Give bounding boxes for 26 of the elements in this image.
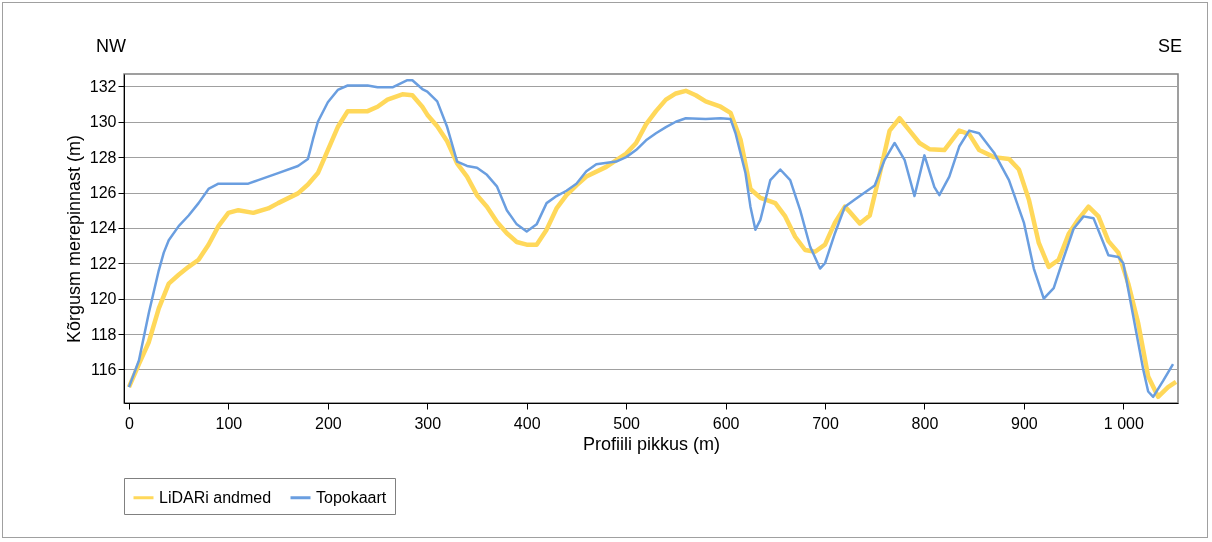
y-tick-label: 116 xyxy=(90,360,117,378)
y-tick-label: 126 xyxy=(89,184,117,202)
x-tick-label: 0 xyxy=(125,414,135,432)
y-tick-label: 124 xyxy=(89,219,117,237)
y-tick-label: 132 xyxy=(89,77,117,95)
x-tick-label: 600 xyxy=(712,414,740,432)
x-tick-label: 200 xyxy=(314,414,342,432)
x-axis-title: Profiili pikkus (m) xyxy=(582,433,721,454)
text: SE xyxy=(1157,36,1182,56)
x-tick-label: 700 xyxy=(812,414,839,432)
x-tick-label: 1 000 xyxy=(1103,414,1144,432)
x-tick-label: 100 xyxy=(215,414,243,432)
y-tick-label: 122 xyxy=(89,254,117,272)
x-tick-label: 400 xyxy=(513,414,541,432)
x-tick-label: 300 xyxy=(414,414,442,432)
legend-label: LiDARi andmed xyxy=(159,488,272,506)
x-tick-label: 900 xyxy=(1011,414,1038,432)
text: NW xyxy=(96,36,126,56)
y-axis-title: Kõrgusm merepinnast (m) xyxy=(63,134,84,344)
x-tick-label: 500 xyxy=(613,414,641,432)
y-tick-label: 128 xyxy=(89,148,117,166)
y-tick-label: 120 xyxy=(89,290,117,308)
y-tick-label: 130 xyxy=(89,113,117,131)
x-tick-label: 800 xyxy=(911,414,939,432)
y-tick-label: 118 xyxy=(90,325,117,343)
legend-label: Topokaart xyxy=(316,488,387,506)
